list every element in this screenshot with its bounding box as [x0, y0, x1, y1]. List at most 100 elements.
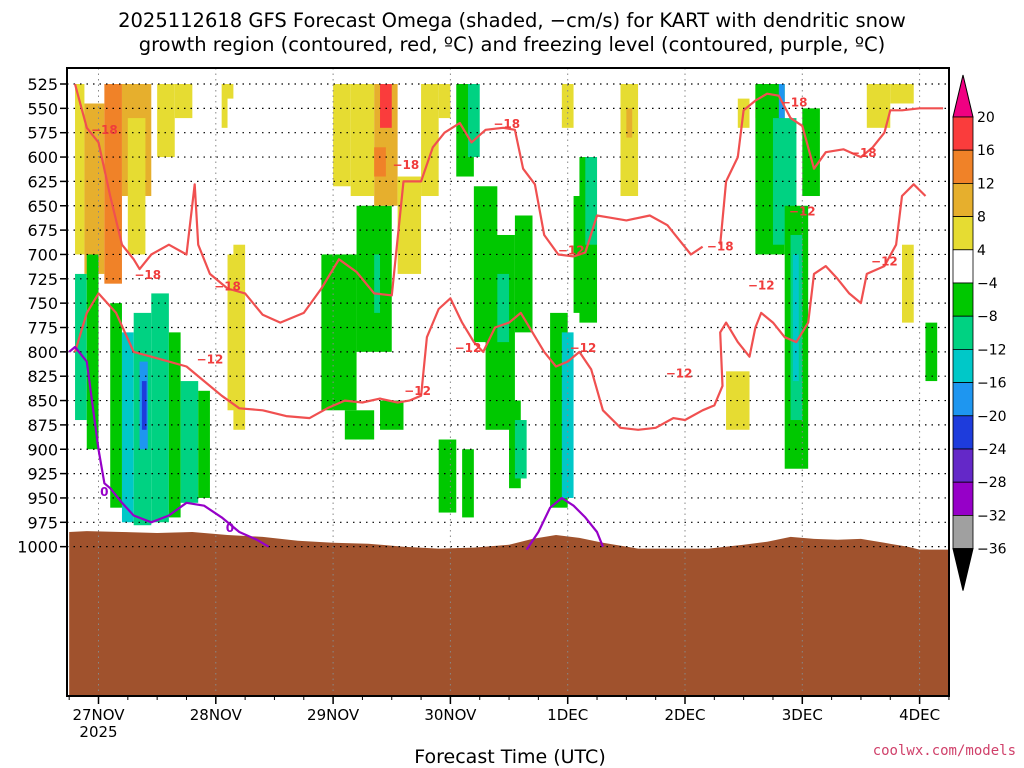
omega-cell-30: [380, 84, 392, 128]
omega-cell-34: [438, 84, 451, 119]
y-tick-label-700: 700: [27, 245, 58, 264]
credit-text[interactable]: coolwx.com/models: [872, 743, 1016, 759]
y-tick-label-875: 875: [27, 416, 58, 435]
contour-label-5: −18: [392, 158, 419, 172]
x-tick-label-27NOV: 27NOV: [72, 706, 125, 724]
contour-line-3: [68, 345, 270, 548]
y-tick-label-800: 800: [27, 343, 58, 362]
colorbar-label-7: −12: [977, 342, 1007, 358]
colorbar-label-9: −20: [977, 409, 1007, 425]
colorbar-bin-12: [952, 515, 974, 550]
colorbar-bin-4: [952, 249, 974, 284]
omega-cell-15: [141, 381, 147, 430]
omega-cell-26: [380, 400, 404, 430]
y-axis: 525 550 575 600 625 650 675 700 725 750 775 800 825 8…: [17, 75, 67, 557]
colorbar-bin-8: [952, 382, 974, 417]
y-tick-label-600: 600: [27, 148, 58, 167]
omega-cell-52: [626, 108, 633, 138]
contour-label-1: −18: [134, 268, 161, 282]
contour-label-0: −18: [91, 123, 118, 137]
colorbar-bin-5: [952, 282, 974, 317]
contour-label-11: −12: [666, 366, 693, 380]
y-tick-label-625: 625: [27, 172, 58, 191]
contour-label-18: 0: [226, 521, 234, 535]
colorbar-label-0: 20: [977, 110, 995, 126]
y-tick-label-1000: 1000: [17, 538, 58, 557]
colorbar-label-13: −36: [977, 542, 1007, 558]
colorbar-top-arrow: [952, 74, 974, 118]
omega-cell-32: [397, 176, 422, 274]
omega-cell-4: [127, 118, 146, 255]
contour-label-2: −18: [214, 280, 241, 294]
contour-label-7: −12: [455, 341, 482, 355]
omega-cell-9: [75, 273, 87, 421]
omega-cell-62: [802, 108, 820, 197]
y-tick-label-550: 550: [27, 99, 58, 118]
omega-cell-12: [121, 332, 134, 523]
chart-title-line-1: 2025112618 GFS Forecast Omega (shaded, −…: [118, 9, 906, 32]
contour-label-4: −12: [404, 384, 431, 398]
omega-cell-40: [514, 215, 533, 333]
colorbar-bin-10: [952, 448, 974, 483]
omega-cell-49: [462, 449, 474, 518]
x-year-label: 2025: [79, 723, 117, 741]
omega-cell-27: [333, 84, 351, 187]
omega-cell-63: [866, 84, 891, 128]
omega-cell-0: [75, 84, 85, 255]
colorbar-bin-0: [952, 116, 974, 151]
omega-cell-17: [168, 332, 181, 518]
y-tick-label-975: 975: [27, 513, 58, 532]
colorbar-bottom-arrow: [952, 548, 974, 591]
colorbar-bin-2: [952, 182, 974, 217]
colorbar-label-8: −16: [977, 376, 1007, 392]
omega-cell-6: [174, 84, 193, 119]
y-tick-label-950: 950: [27, 489, 58, 508]
grid-layer: [67, 68, 949, 696]
y-tick-label-725: 725: [27, 270, 58, 289]
contour-label-8: −12: [558, 244, 585, 258]
omega-cell-33: [421, 84, 439, 197]
contour-line-2: [73, 183, 927, 431]
contour-label-13: −18: [781, 96, 808, 110]
contour-label-14: −12: [789, 205, 816, 219]
y-tick-label-925: 925: [27, 465, 58, 484]
omega-cell-21: [233, 244, 246, 430]
contour-label-16: −12: [871, 254, 898, 268]
omega-cell-36: [467, 84, 480, 158]
colorbar-label-6: −8: [977, 309, 998, 325]
y-tick-label-900: 900: [27, 440, 58, 459]
x-tick-label-29NOV: 29NOV: [307, 706, 360, 724]
contour-label-15: −18: [850, 146, 877, 160]
x-tick-label-30NOV: 30NOV: [424, 706, 477, 724]
x-tick-label-3DEC: 3DEC: [782, 706, 823, 724]
omega-cell-2: [104, 84, 122, 284]
omega-cell-61: [792, 254, 799, 382]
omega-cell-16: [151, 293, 169, 523]
y-tick-label-575: 575: [27, 124, 58, 143]
colorbar-label-4: 4: [977, 243, 986, 259]
contour-label-12: −12: [748, 279, 775, 293]
contour-label-layer: −18 −18 −18 −12 −12 −18 −18 −12 −12 −12 −18 −12 −12 −…: [91, 96, 898, 536]
omega-cell-20: [227, 98, 240, 255]
x-tick-label-4DEC: 4DEC: [899, 706, 940, 724]
colorbar-label-10: −24: [977, 442, 1007, 458]
x-axis: 27NOV 28NOV 29NOV 30NOV 1DEC 2DEC 3DEC 4DEC 2025: [68, 696, 950, 741]
omega-cell-19: [198, 390, 210, 498]
contour-label-17: 0: [100, 485, 108, 499]
omega-cell-28: [350, 84, 375, 197]
omega-cell-42: [514, 420, 527, 479]
omega-cell-23: [374, 254, 381, 313]
y-tick-label-675: 675: [27, 221, 58, 240]
omega-shading-layer: [75, 84, 938, 526]
plot-frame: [66, 67, 950, 697]
omega-cell-39: [497, 273, 510, 343]
y-tick-label-850: 850: [27, 392, 58, 411]
contour-layer: [68, 83, 944, 551]
x-tick-label-2DEC: 2DEC: [664, 706, 705, 724]
omega-cell-10: [86, 254, 99, 450]
y-tick-label-525: 525: [27, 75, 58, 94]
omega-cell-18: [180, 381, 199, 503]
y-tick-label-825: 825: [27, 367, 58, 386]
omega-cell-48: [561, 84, 574, 128]
